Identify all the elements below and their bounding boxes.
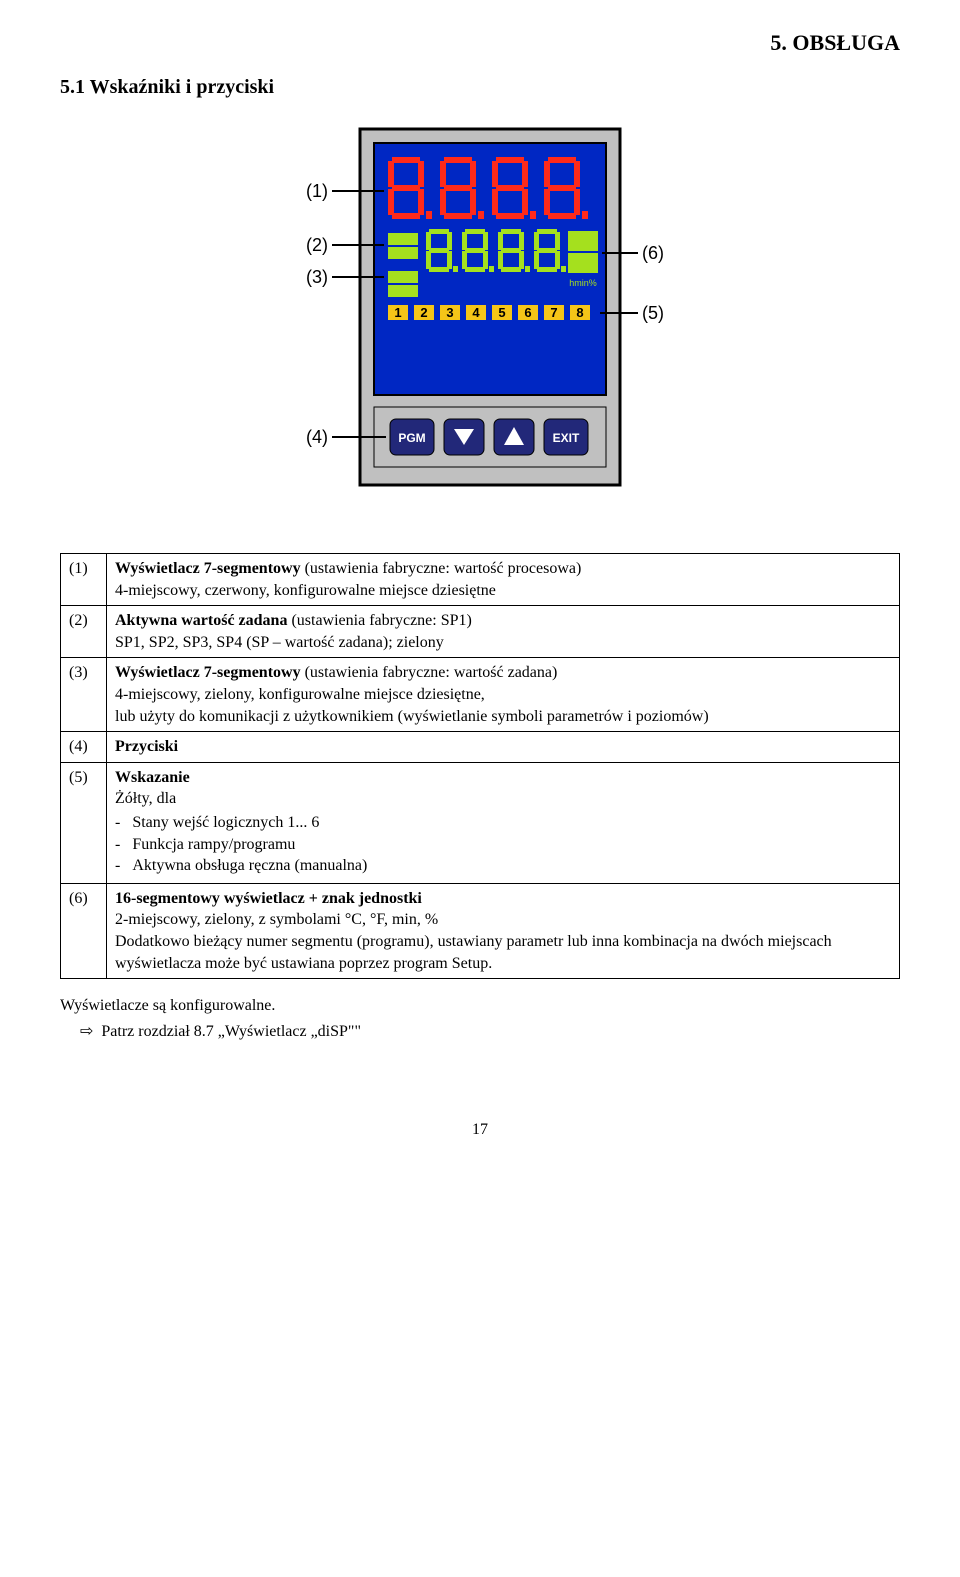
pgm-button: PGM: [390, 419, 434, 455]
row-text: 2-miejscowy, zielony, z symbolami °C, °F…: [115, 909, 891, 931]
row-title: Aktywna wartość zadana: [115, 612, 287, 629]
row-title: Przyciski: [115, 738, 178, 755]
bullet-item: Funkcja rampy/programu: [115, 834, 891, 856]
row-body: Wyświetlacz 7-segmentowy (ustawienia fab…: [107, 658, 900, 732]
exit-button-label: EXIT: [553, 431, 580, 445]
down-button: [444, 419, 484, 455]
callout-4: (4): [306, 427, 328, 447]
row-pre: Żółty, dla: [115, 788, 891, 810]
device-figure: hmin% 1 2 3 4 5 6: [60, 123, 900, 513]
bullet-item: Aktywna obsługa ręczna (manualna): [115, 855, 891, 877]
row-body: Wyświetlacz 7-segmentowy (ustawienia fab…: [107, 554, 900, 606]
table-row: (1)Wyświetlacz 7-segmentowy (ustawienia …: [61, 554, 900, 606]
row-title: Wyświetlacz 7-segmentowy: [115, 664, 301, 681]
unit-label: hmin%: [569, 278, 597, 288]
row-text: lub użyty do komunikacji z użytkownikiem…: [115, 706, 891, 728]
callout-3: (3): [306, 267, 328, 287]
row-title: Wskazanie: [115, 769, 190, 786]
indicator-3: 3: [446, 305, 453, 320]
exit-button: EXIT: [544, 419, 588, 455]
row-title: 16-segmentowy wyświetlacz + znak jednost…: [115, 890, 422, 907]
footer-line-2-text: Patrz rozdział 8.7 „Wyświetlacz „diSP"": [101, 1023, 361, 1040]
callout-2: (2): [306, 235, 328, 255]
callout-6: (6): [642, 243, 664, 263]
display-row-2-right: hmin%: [568, 231, 598, 288]
row-number: (5): [61, 762, 107, 883]
table-row: (4) Przyciski: [61, 732, 900, 763]
row-title-suffix: (ustawienia fabryczne: wartość zadana): [301, 664, 558, 681]
row-number: (6): [61, 883, 107, 978]
up-button: [494, 419, 534, 455]
indicator-7: 7: [550, 305, 557, 320]
row-number: (2): [61, 606, 107, 658]
pgm-button-label: PGM: [398, 431, 425, 445]
row-title-suffix: (ustawienia fabryczne: SP1): [287, 612, 471, 629]
callout-5: (5): [642, 303, 664, 323]
row-body: Wskazanie Żółty, dlaStany wejść logicznyc…: [107, 762, 900, 883]
indicator-2: 2: [420, 305, 427, 320]
row-number: (4): [61, 732, 107, 763]
row-text: 4-miejscowy, czerwony, konfigurowalne mi…: [115, 580, 891, 602]
row-bullets: Stany wejść logicznych 1... 6Funkcja ram…: [115, 812, 891, 877]
section-title: 5.1 Wskaźniki i przyciski: [60, 76, 900, 99]
bullet-item: Stany wejść logicznych 1... 6: [115, 812, 891, 834]
row-number: (3): [61, 658, 107, 732]
row-number: (1): [61, 554, 107, 606]
indicator-5: 5: [498, 305, 505, 320]
row-text: SP1, SP2, SP3, SP4 (SP – wartość zadana)…: [115, 632, 891, 654]
description-table: (1)Wyświetlacz 7-segmentowy (ustawienia …: [60, 553, 900, 979]
callout-1: (1): [306, 181, 328, 201]
row-title: Wyświetlacz 7-segmentowy: [115, 560, 301, 577]
row-title-suffix: (ustawienia fabryczne: wartość procesowa…: [301, 560, 582, 577]
row-text: Dodatkowo bieżący numer segmentu (progra…: [115, 931, 891, 974]
table-row: (2)Aktywna wartość zadana (ustawienia fa…: [61, 606, 900, 658]
footer-line-2: ⇨ Patrz rozdział 8.7 „Wyświetlacz „diSP"…: [60, 1021, 900, 1041]
arrow-icon: ⇨: [80, 1023, 93, 1040]
indicator-6: 6: [524, 305, 531, 320]
indicator-8: 8: [576, 305, 583, 320]
indicator-4: 4: [472, 305, 480, 320]
table-row: (5) Wskazanie Żółty, dlaStany wejść logicz…: [61, 762, 900, 883]
row-body: Przyciski: [107, 732, 900, 763]
row-body: Aktywna wartość zadana (ustawienia fabry…: [107, 606, 900, 658]
row-text: 4-miejscowy, zielony, konfigurowalne mie…: [115, 684, 891, 706]
footer-line-1: Wyświetlacze są konfigurowalne.: [60, 997, 900, 1015]
table-row: (6) 16-segmentowy wyświetlacz + znak jedn…: [61, 883, 900, 978]
page-number: 17: [60, 1121, 900, 1139]
table-row: (3)Wyświetlacz 7-segmentowy (ustawienia …: [61, 658, 900, 732]
device-svg: hmin% 1 2 3 4 5 6: [250, 123, 710, 513]
chapter-title: 5. OBSŁUGA: [60, 30, 900, 56]
row-body: 16-segmentowy wyświetlacz + znak jednost…: [107, 883, 900, 978]
indicator-1: 1: [394, 305, 401, 320]
